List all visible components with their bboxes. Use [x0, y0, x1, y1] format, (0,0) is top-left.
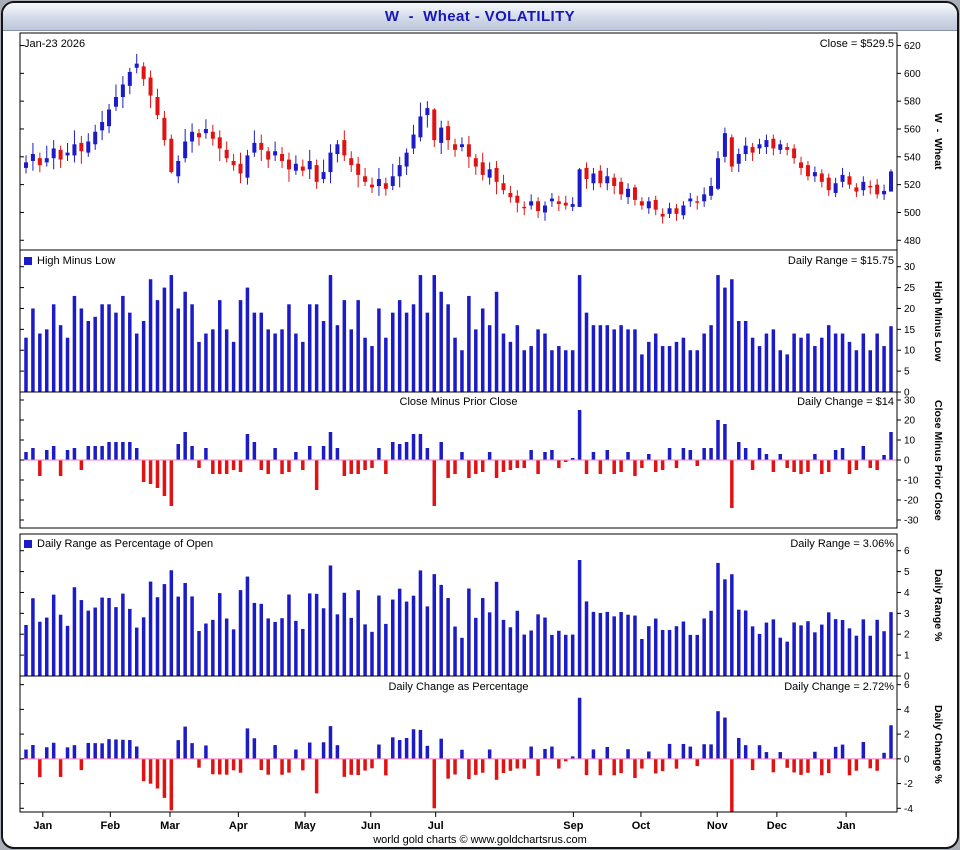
y-tick-label: 2 [904, 630, 910, 641]
x-month-label: Jan [33, 820, 52, 832]
y-tick-label: 1 [904, 651, 910, 662]
high-minus-low-legend-label: High Minus Low [37, 255, 116, 267]
legend-swatch-icon [24, 540, 32, 548]
x-month-label: Dec [767, 820, 787, 832]
y-tick-label: -10 [904, 476, 919, 487]
y-tick-label: -2 [904, 779, 913, 790]
daily-range-pct-bars [24, 559, 893, 676]
y-tick-label: 6 [904, 546, 910, 557]
x-month-label: Jul [428, 820, 444, 832]
high-minus-low-legend: High Minus Low [24, 255, 115, 267]
daily-change-pct-legend: Daily Change as Percentage [388, 681, 529, 693]
daily-change-pct-bars [24, 697, 893, 812]
y-tick-label: 5 [904, 367, 910, 378]
axis-ticks-and-labels: 6206005805605405205004803025201510503020… [20, 41, 921, 815]
y-tick-label: 0 [904, 672, 910, 683]
price-axis-title: W - Wheat [932, 113, 944, 170]
x-month-label: Mar [160, 820, 180, 832]
y-tick-label: 600 [904, 69, 921, 80]
title-bar: W - Wheat - VOLATILITY [3, 3, 957, 31]
y-tick-label: 4 [904, 588, 910, 599]
panel-borders [19, 32, 898, 813]
y-tick-label: 5 [904, 567, 910, 578]
y-tick-label: 500 [904, 208, 921, 219]
x-month-label: Jan [837, 820, 856, 832]
daily-range-pct-legend: Daily Range as Percentage of Open [24, 538, 213, 550]
y-tick-label: 6 [904, 680, 910, 691]
daily-range-value-label: Daily Range = $15.75 [787, 255, 894, 267]
y-tick-label: 0 [904, 388, 910, 399]
high-minus-low-bars [24, 275, 893, 392]
range-axis-title: High Minus Low [932, 280, 944, 362]
y-tick-label: 10 [904, 346, 916, 357]
y-tick-label: 480 [904, 236, 921, 247]
daily-change-value-label: Daily Change = $14 [797, 396, 894, 408]
x-month-label: Jun [361, 820, 381, 832]
legend-swatch-icon [24, 257, 32, 265]
y-tick-label: 0 [904, 754, 910, 765]
y-tick-label: 580 [904, 97, 921, 108]
y-tick-label: -4 [904, 804, 913, 815]
panel-backgrounds [20, 33, 897, 812]
y-tick-label: 3 [904, 609, 910, 620]
close-minus-prior-legend: Close Minus Prior Close [399, 396, 518, 408]
x-axis-months: Jan Feb Mar Apr May Jun Jul Sep Oct Nov Dec Jan [33, 812, 856, 832]
y-tick-label: 20 [904, 416, 916, 427]
daily-range-pct-value-label: Daily Range = 3.06% [790, 538, 894, 550]
price-close-label: Close = $529.5 [819, 38, 894, 50]
y-tick-label: 4 [904, 705, 910, 716]
y-tick-label: 560 [904, 124, 921, 135]
x-month-label: Feb [101, 820, 121, 832]
change-axis-title: Close Minus Prior Close [932, 399, 944, 521]
y-tick-label: -20 [904, 496, 919, 507]
change-pct-axis-title: Daily Change % [932, 704, 944, 784]
y-tick-label: 25 [904, 283, 916, 294]
close-minus-prior-bars [24, 410, 893, 508]
y-tick-label: 10 [904, 436, 916, 447]
daily-change-pct-value-label: Daily Change = 2.72% [784, 681, 894, 693]
price-date-label: Jan-23 2026 [24, 38, 86, 50]
x-month-label: Sep [563, 820, 583, 832]
price-candles [24, 53, 893, 224]
chart-title: W - Wheat - VOLATILITY [384, 8, 576, 25]
copyright-footer: world gold charts © www.goldchartsrus.co… [373, 834, 587, 846]
y-tick-label: 0 [904, 456, 910, 467]
y-tick-label: 540 [904, 152, 921, 163]
y-tick-label: 20 [904, 304, 916, 315]
x-month-label: Oct [632, 820, 651, 832]
x-month-label: May [294, 820, 316, 832]
y-tick-label: 2 [904, 730, 910, 741]
daily-range-pct-legend-label: Daily Range as Percentage of Open [37, 538, 214, 550]
y-tick-label: 15 [904, 325, 916, 336]
y-tick-label: 30 [904, 262, 916, 273]
y-tick-label: 520 [904, 180, 921, 191]
y-tick-label: 30 [904, 396, 916, 407]
y-tick-label: -30 [904, 516, 919, 527]
y-tick-label: 620 [904, 41, 921, 52]
x-month-label: Nov [707, 820, 729, 832]
x-month-label: Apr [229, 820, 249, 832]
range-pct-axis-title: Daily Range % [932, 568, 944, 642]
